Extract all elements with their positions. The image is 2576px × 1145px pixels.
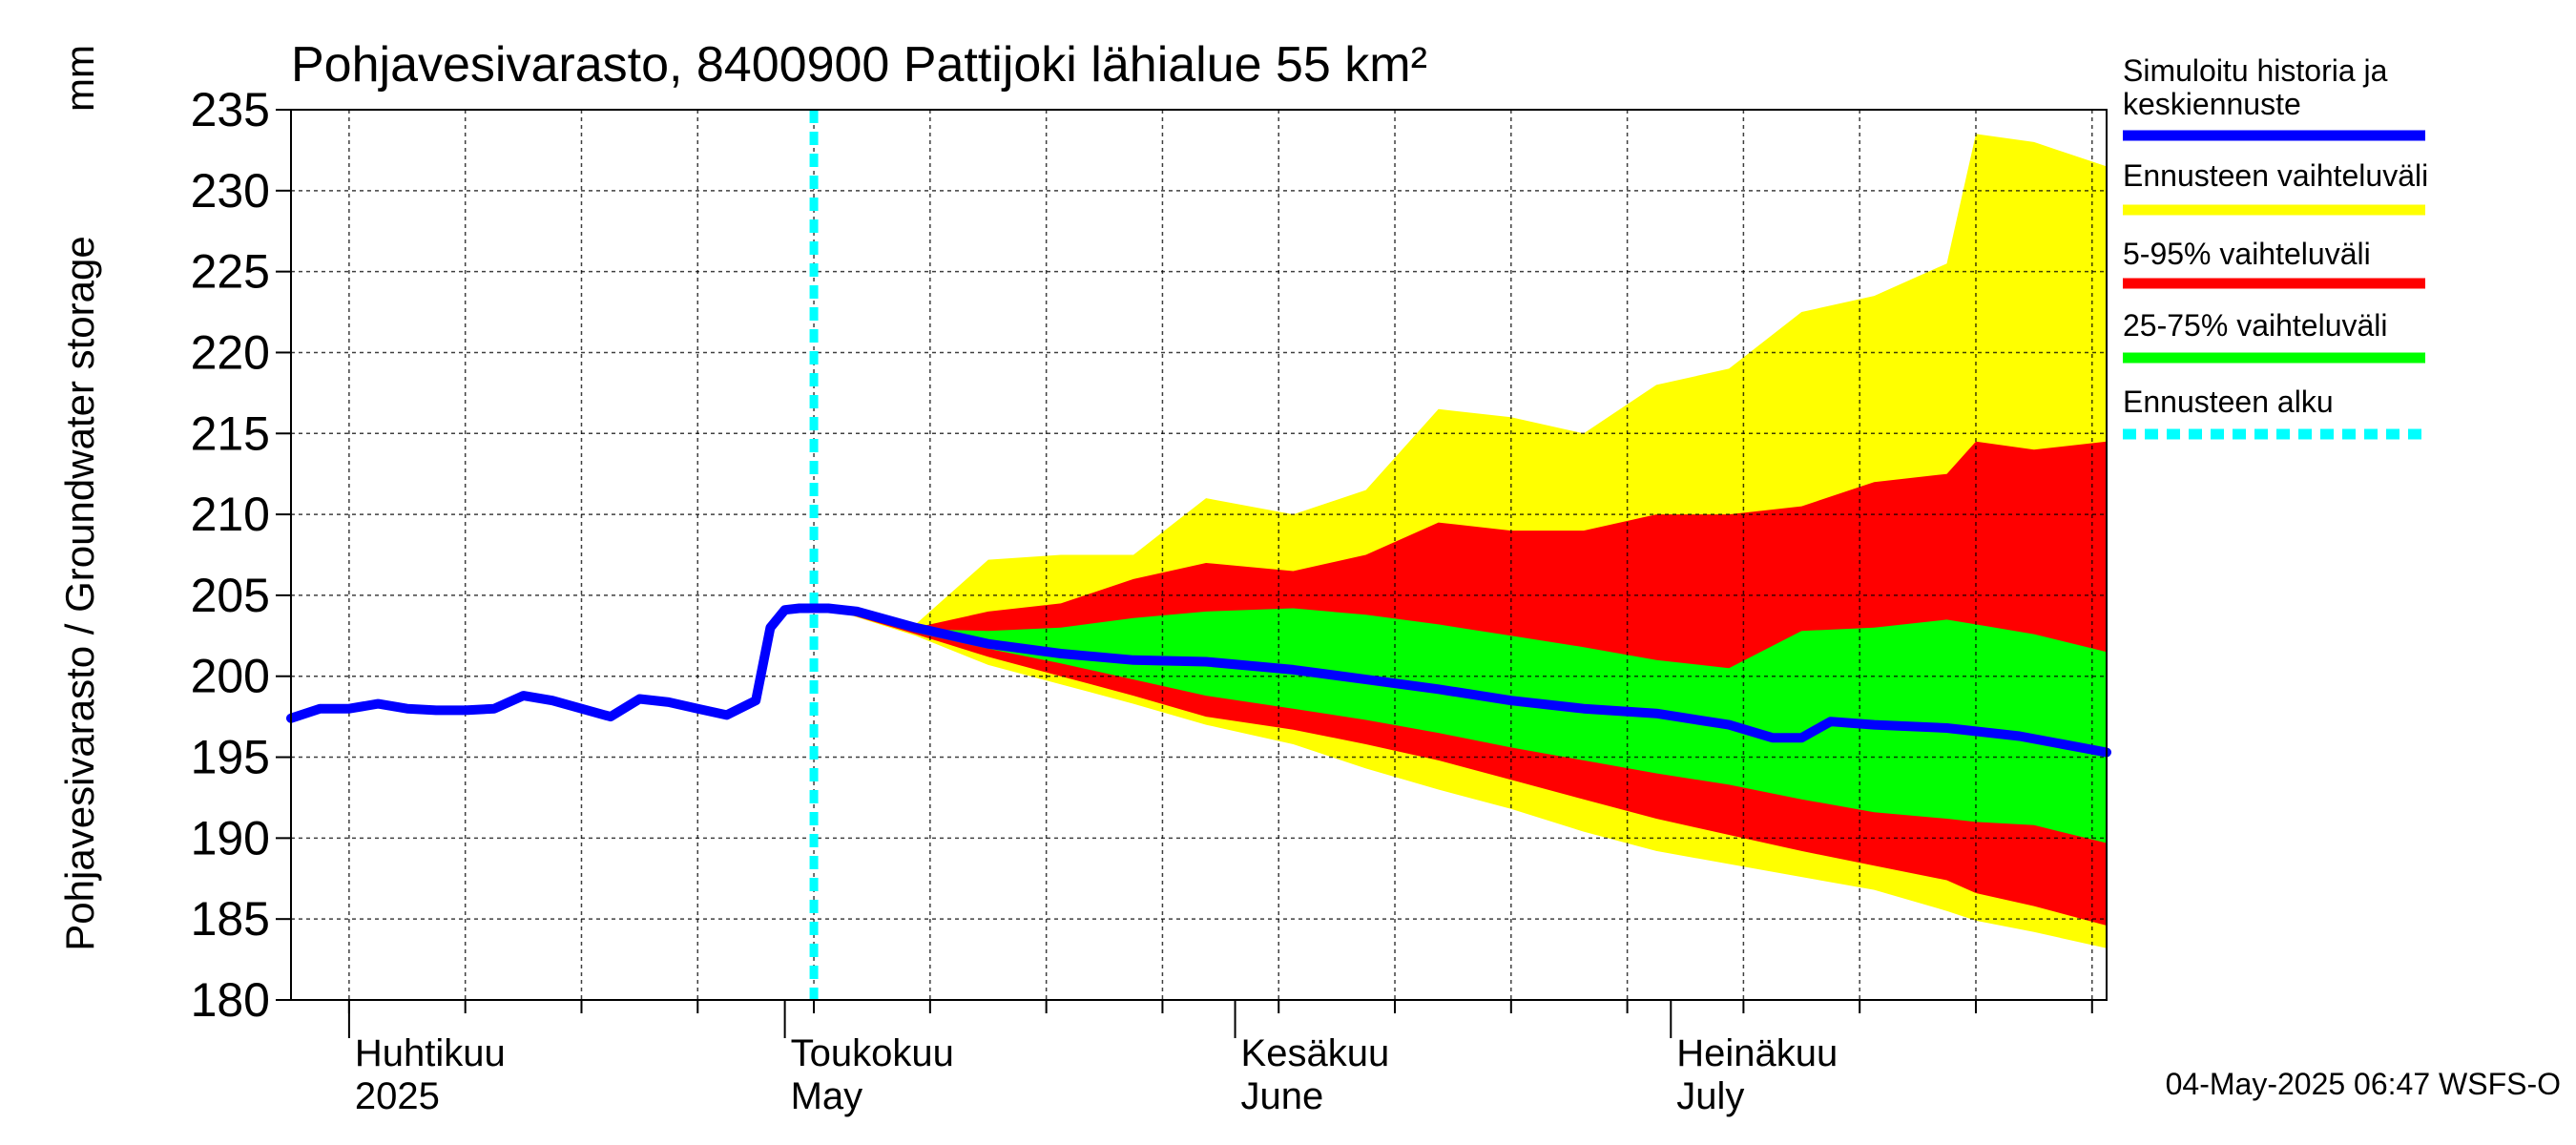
- band-25-75-vaihteluv-li: [828, 608, 2107, 843]
- legend-label-5-95-vaihteluv-li: 5-95% vaihteluväli: [2123, 237, 2371, 271]
- y-tick-label: 205: [191, 569, 270, 622]
- chart-title: Pohjavesivarasto, 8400900 Pattijoki lähi…: [291, 37, 1427, 93]
- legend: Simuloitu historia ja keskiennuste Ennuste…: [2123, 53, 2428, 440]
- y-axis-label: Pohjavesivarasto / Groundwater storage: [57, 236, 102, 950]
- x-month-label-fi: Heinäkuu: [1676, 1032, 1838, 1074]
- timestamp: 04-May-2025 06:47 WSFS-O: [2166, 1067, 2561, 1101]
- y-tick-label: 190: [191, 811, 270, 864]
- x-month-label-en: July: [1676, 1075, 1744, 1117]
- y-tick-label: 225: [191, 245, 270, 299]
- x-month-label-fi: Kesäkuu: [1241, 1032, 1390, 1074]
- series-line-simuloitu-historia-ja-keskiennuste: [286, 603, 2111, 758]
- x-month-label-fi: Huhtikuu: [355, 1032, 506, 1074]
- y-tick-label: 230: [191, 164, 270, 218]
- legend-label-simuloitu-historia-ja-keskiennuste: Simuloitu historia ja keskiennuste: [2123, 53, 2388, 121]
- x-month-label-fi: Toukokuu: [791, 1032, 954, 1074]
- forecast-bands: [828, 134, 2107, 948]
- y-axis: 180 185 190 195 200 205 210 215 220 225 230 235: [191, 83, 291, 1027]
- y-tick-label: 185: [191, 892, 270, 946]
- y-tick-label: 195: [191, 731, 270, 784]
- y-tick-label: 215: [191, 406, 270, 460]
- legend-label-ennusteen-alku: Ennusteen alku: [2123, 385, 2334, 419]
- y-tick-label: 210: [191, 488, 270, 541]
- x-month-label-en: May: [791, 1075, 863, 1117]
- y-tick-label: 235: [191, 83, 270, 136]
- legend-label-ennusteen-vaihteluv-li: Ennusteen vaihteluväli: [2123, 158, 2428, 193]
- y-tick-label: 180: [191, 973, 270, 1027]
- plot-frame: [290, 109, 2108, 1001]
- x-month-label-en: 2025: [355, 1075, 440, 1117]
- x-month-label-en: June: [1241, 1075, 1324, 1117]
- y-axis-unit: mm: [57, 45, 102, 112]
- y-tick-label: 220: [191, 325, 270, 379]
- legend-label-25-75-vaihteluv-li: 25-75% vaihteluväli: [2123, 308, 2388, 343]
- series-lines: [286, 603, 2111, 758]
- y-tick-label: 200: [191, 650, 270, 703]
